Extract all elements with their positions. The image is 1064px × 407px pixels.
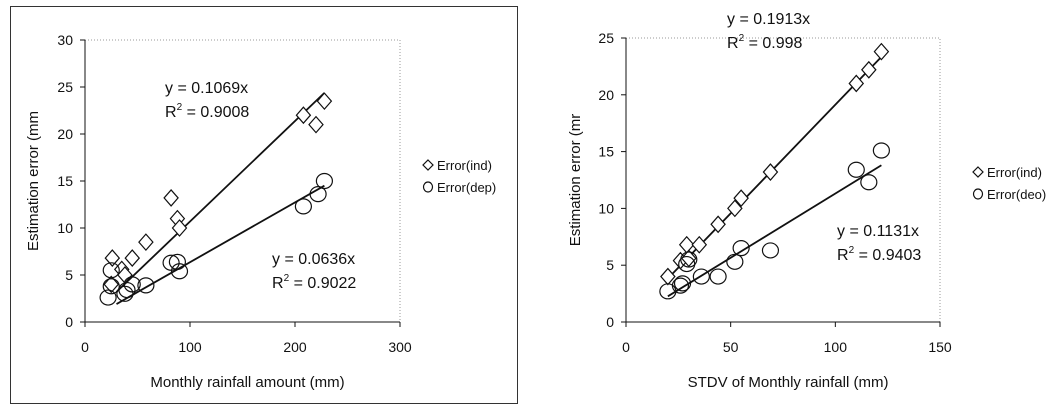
legend-label: Error(dep) — [437, 180, 496, 195]
x-tick-label: 0 — [81, 339, 89, 355]
r-squared-label: R2 = 0.998 — [727, 33, 803, 52]
y-tick-label: 25 — [57, 79, 73, 95]
x-axis-label: Monthly rainfall amount (mm) — [150, 374, 344, 391]
data-point-ind — [104, 249, 121, 267]
legend-label: Error(ind) — [437, 158, 492, 173]
data-point-ind — [873, 42, 890, 61]
y-tick-label: 0 — [65, 314, 73, 330]
r-squared-label: R2 = 0.9403 — [837, 245, 921, 264]
x-tick-label: 150 — [928, 339, 952, 355]
legend-label: Error(ind) — [987, 165, 1042, 180]
data-point-ind — [660, 267, 676, 286]
trend-equation: y = 0.0636x — [272, 251, 355, 268]
y-tick-label: 15 — [57, 173, 73, 189]
y-tick-label: 10 — [57, 220, 73, 236]
trend-equation: y = 0.1069x — [165, 80, 248, 97]
trend-line-dep — [116, 184, 325, 305]
data-point-ind — [171, 219, 188, 237]
chart-panel-left: 0 5 10 15 20 25 30 0 100 200 300 Monthly rainfall a… — [0, 0, 520, 407]
x-tick-label: 200 — [283, 339, 307, 355]
data-point-ind — [295, 106, 312, 125]
x-tick-label: 0 — [622, 339, 630, 355]
data-point-dep — [137, 277, 155, 294]
y-tick-label: 30 — [57, 32, 73, 48]
data-point-dep — [102, 262, 120, 279]
data-point-ind — [103, 275, 120, 294]
legend-marker-ind — [422, 159, 434, 171]
y-tick-label: 20 — [598, 87, 614, 103]
data-point-dep — [671, 277, 690, 294]
data-point-dep — [673, 275, 692, 292]
data-point-ind — [138, 233, 154, 252]
y-tick-label: 0 — [606, 314, 614, 330]
data-point-dep — [309, 186, 327, 203]
r-squared-label: R2 = 0.9008 — [165, 102, 249, 121]
data-point-dep — [680, 251, 698, 268]
trend-equation: y = 0.1131x — [837, 223, 919, 240]
legend-marker-ind — [972, 166, 984, 178]
y-tick-label: 15 — [598, 144, 614, 160]
data-point-dep — [860, 174, 878, 191]
data-point-dep — [761, 242, 780, 259]
data-point-dep — [99, 289, 117, 306]
data-point-ind — [308, 115, 324, 134]
legend-marker-dep — [422, 181, 434, 193]
x-tick-label: 100 — [824, 339, 848, 355]
data-point-dep — [692, 268, 710, 285]
data-point-dep — [170, 263, 189, 280]
data-point-ind — [848, 74, 865, 93]
data-point-ind — [762, 163, 779, 181]
data-point-dep — [732, 240, 750, 257]
y-tick-label: 5 — [65, 267, 73, 283]
data-point-dep — [659, 283, 677, 300]
x-tick-label: 50 — [723, 339, 739, 355]
scatter-chart-right: 0 5 10 15 20 25 0 50 100 150 STDV of Monthly rainf… — [567, 11, 1046, 391]
data-point-ind — [861, 60, 877, 79]
trend-line-dep — [667, 164, 882, 298]
data-point-ind — [681, 249, 697, 268]
y-tick-label: 10 — [598, 200, 614, 216]
data-point-dep — [168, 253, 186, 270]
x-tick-label: 100 — [178, 339, 202, 355]
data-point-dep — [118, 281, 136, 299]
trend-line-ind — [115, 92, 326, 293]
legend-label: Error(deo) — [987, 187, 1046, 202]
y-tick-label: 25 — [598, 30, 614, 46]
chart-frame-left — [10, 6, 518, 404]
data-point-ind — [316, 92, 333, 111]
data-point-dep — [123, 276, 141, 293]
data-point-dep — [847, 161, 865, 178]
y-axis-label: Estimation error (mm — [25, 111, 42, 251]
data-point-dep — [294, 198, 312, 215]
y-tick-label: 5 — [606, 257, 614, 273]
data-point-ind — [163, 189, 179, 207]
data-point-ind — [124, 249, 141, 267]
x-axis-label: STDV of Monthly rainfall (mm) — [688, 374, 889, 391]
r-squared-label: R2 = 0.9022 — [272, 273, 356, 292]
data-point-ind — [710, 215, 726, 234]
y-tick-label: 20 — [57, 126, 73, 142]
data-point-dep — [872, 142, 890, 159]
data-point-dep — [102, 278, 120, 295]
data-point-ind — [691, 235, 708, 254]
data-point-dep — [709, 268, 727, 285]
legend-marker-dep — [972, 188, 984, 200]
data-point-ind — [733, 189, 749, 208]
trend-equation: y = 0.1913x — [727, 11, 810, 28]
data-point-ind — [727, 199, 743, 218]
x-tick-label: 300 — [388, 339, 412, 355]
data-point-dep — [315, 172, 333, 190]
y-axis-label: Estimation error (mr — [567, 114, 584, 247]
data-point-dep — [726, 253, 744, 270]
chart-panel-right: 0 5 10 15 20 25 0 50 100 150 STDV of Monthly rainf… — [540, 0, 1064, 407]
